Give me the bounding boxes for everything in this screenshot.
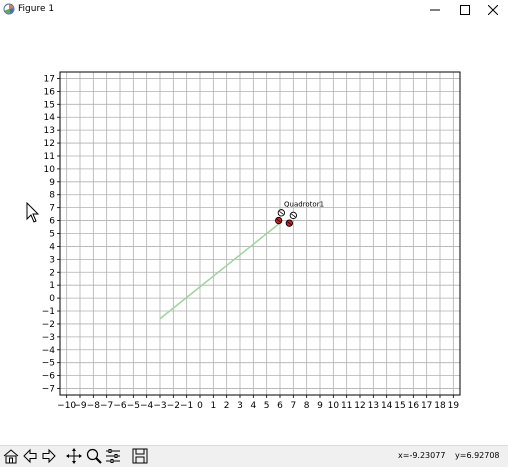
back-button[interactable] xyxy=(21,447,39,465)
configure-subplots-button[interactable] xyxy=(104,447,122,465)
mouse-cursor-icon xyxy=(26,202,40,223)
x-tick-label: 13 xyxy=(368,401,379,411)
x-tick-label: 12 xyxy=(354,401,365,411)
x-tick-label: 16 xyxy=(408,401,420,411)
minimize-button[interactable] xyxy=(420,0,450,20)
y-tick-label: 15 xyxy=(44,100,55,110)
x-tick-label: 9 xyxy=(317,401,323,411)
y-tick-label: 5 xyxy=(49,230,55,240)
window-title: Figure 1 xyxy=(18,4,55,14)
y-tick-label: 16 xyxy=(44,87,56,97)
zoom-icon xyxy=(86,448,102,464)
sliders-icon xyxy=(106,449,120,463)
y-tick-label: 10 xyxy=(44,165,56,175)
x-tick-label: 7 xyxy=(290,401,296,411)
y-tick-label: −7 xyxy=(42,385,55,395)
x-tick-label: 0 xyxy=(197,401,203,411)
rotor-blade xyxy=(279,211,284,215)
y-tick-label: 7 xyxy=(49,204,55,214)
close-icon xyxy=(488,5,498,15)
minimize-icon xyxy=(430,9,440,11)
y-tick-label: −3 xyxy=(42,333,55,343)
y-tick-label: 17 xyxy=(44,74,55,84)
y-tick-label: 12 xyxy=(44,139,55,149)
y-tick-label: 0 xyxy=(49,294,55,304)
x-tick-label: 11 xyxy=(341,401,352,411)
y-tick-label: −5 xyxy=(42,359,55,369)
x-tick-label: −3 xyxy=(153,401,166,411)
rotor-blade xyxy=(291,213,296,218)
cursor-y-readout: y=6.92708 xyxy=(455,451,500,460)
y-tick-label: 6 xyxy=(49,217,55,227)
x-tick-label: 3 xyxy=(237,401,243,411)
y-tick-label: 8 xyxy=(49,191,55,201)
move-icon xyxy=(66,448,82,464)
y-tick-label: 3 xyxy=(49,255,55,265)
y-tick-label: 2 xyxy=(49,268,55,278)
pan-button[interactable] xyxy=(65,447,83,465)
title-bar: Figure 1 xyxy=(0,0,508,20)
rotor-blade xyxy=(276,218,281,223)
y-tick-label: −1 xyxy=(42,307,55,317)
x-tick-label: −6 xyxy=(113,401,127,411)
x-tick-label: −10 xyxy=(57,401,76,411)
x-tick-label: −9 xyxy=(73,401,87,411)
x-tick-label: 18 xyxy=(434,401,446,411)
figure-canvas[interactable]: −10 −9 −8 −7 −6 −5 −4 −3 −2 −1 0 1 2 3 4 5 6 7 8 9 10 11 12 13 1… xyxy=(0,20,508,445)
y-tick-label: −6 xyxy=(42,372,56,382)
x-tick-label: 8 xyxy=(304,401,310,411)
x-tick-label: −8 xyxy=(87,401,101,411)
navigation-toolbar: x=-9.23077 y=6.92708 xyxy=(0,445,508,467)
save-button[interactable] xyxy=(131,447,149,465)
forward-button[interactable] xyxy=(40,447,58,465)
arrow-right-icon xyxy=(42,448,56,464)
x-tick-label: 2 xyxy=(224,401,230,411)
y-tick-label: 14 xyxy=(44,113,56,123)
y-tick-label: 4 xyxy=(49,242,55,252)
y-tick-label: 13 xyxy=(44,126,55,136)
x-tick-label: −7 xyxy=(100,401,113,411)
x-tick-label: 15 xyxy=(394,401,405,411)
x-tick-label: −4 xyxy=(140,401,154,411)
x-tick-label: 14 xyxy=(381,401,393,411)
x-tick-label: −2 xyxy=(167,401,180,411)
rotor-blade xyxy=(287,221,292,225)
x-tick-label: 19 xyxy=(448,401,460,411)
close-button[interactable] xyxy=(478,0,508,20)
home-button[interactable] xyxy=(2,447,20,465)
y-tick-label: −4 xyxy=(42,346,56,356)
trajectory-line xyxy=(159,221,282,320)
y-tick-label: 11 xyxy=(44,152,55,162)
x-tick-label: 1 xyxy=(210,401,216,411)
x-tick-label: 10 xyxy=(328,401,340,411)
maximize-icon xyxy=(460,5,470,15)
x-tick-label: 6 xyxy=(277,401,283,411)
y-tick-label: 9 xyxy=(49,178,55,188)
x-tick-label: 5 xyxy=(264,401,270,411)
quadrotor-label: Quadrotor1 xyxy=(284,200,324,208)
y-tick-label: −2 xyxy=(42,320,55,330)
cursor-x-readout: x=-9.23077 xyxy=(398,451,446,460)
plot-svg[interactable]: −10−9 −8 −7 −6 −5 −4 −3 −2 −1 0 1 2 3 4 5 6 7 8 9 10 11 12 13 1… xyxy=(0,20,508,445)
x-tick-label: 17 xyxy=(421,401,432,411)
matplotlib-figure-icon xyxy=(3,3,15,15)
zoom-button[interactable] xyxy=(85,447,103,465)
save-icon xyxy=(132,448,148,464)
x-tick-label: 4 xyxy=(250,401,256,411)
maximize-button[interactable] xyxy=(450,0,480,20)
y-tick-label: 1 xyxy=(49,281,55,291)
x-tick-label: −1 xyxy=(180,401,193,411)
home-icon xyxy=(3,449,19,464)
arrow-left-icon xyxy=(23,448,37,464)
x-tick-label: −5 xyxy=(127,401,140,411)
